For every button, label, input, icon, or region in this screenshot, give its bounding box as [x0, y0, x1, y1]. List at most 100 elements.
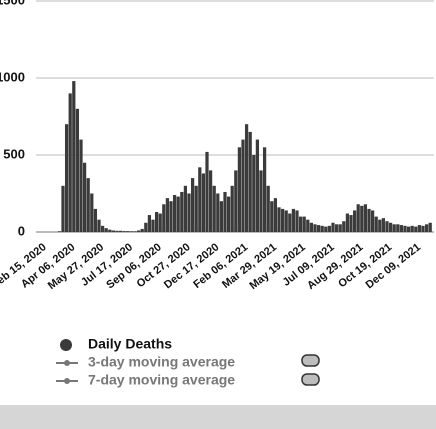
bar [248, 131, 252, 232]
bar [208, 170, 213, 232]
bar [82, 162, 87, 232]
bar [226, 196, 231, 232]
bar [342, 221, 346, 232]
bar [237, 147, 242, 232]
bar [165, 198, 170, 232]
bar [291, 208, 296, 232]
bar [169, 201, 173, 232]
bar [338, 224, 342, 232]
bar [212, 185, 216, 232]
bar [57, 231, 62, 232]
bar [190, 178, 195, 232]
bar [205, 151, 209, 232]
bar [154, 211, 159, 232]
bar [374, 216, 378, 232]
bar [241, 139, 245, 232]
bar [68, 93, 72, 233]
bar [122, 231, 126, 232]
bar [97, 219, 101, 232]
bar [255, 139, 260, 232]
bar [187, 193, 191, 232]
bar [234, 170, 238, 232]
bar [392, 224, 396, 232]
bar [252, 155, 256, 232]
bar [370, 210, 375, 232]
toggle[interactable] [301, 354, 320, 367]
bar [64, 124, 69, 232]
bar [399, 225, 404, 232]
bar [324, 226, 328, 232]
bar [421, 225, 425, 232]
bar [133, 231, 137, 232]
bar [223, 191, 227, 232]
bar [396, 224, 400, 232]
bar [280, 208, 285, 232]
bar [158, 213, 162, 232]
bar [100, 225, 105, 232]
bar [277, 207, 281, 232]
bar [108, 229, 112, 232]
bar [388, 222, 393, 232]
bar [406, 226, 411, 232]
bar [403, 225, 407, 232]
bar [79, 139, 83, 232]
bar [334, 224, 339, 232]
bar [327, 225, 332, 232]
bar [219, 201, 224, 232]
y-tick-label: 1000 [0, 69, 25, 84]
bar [144, 222, 148, 232]
bar [201, 173, 206, 232]
y-tick-label: 1500 [0, 0, 25, 7]
y-tick-label: 500 [3, 146, 25, 161]
bar [93, 208, 98, 232]
y-tick-label: 0 [18, 223, 25, 238]
bar [270, 201, 274, 232]
bar [316, 225, 321, 232]
bar [61, 185, 65, 232]
bar [313, 224, 317, 232]
bar [424, 224, 429, 232]
bar [273, 198, 278, 232]
bar [126, 231, 130, 232]
bar [183, 185, 188, 232]
bar [162, 204, 166, 232]
bar [262, 147, 267, 232]
bar [295, 210, 299, 232]
bar [75, 108, 80, 232]
bar [331, 222, 335, 232]
bar [259, 170, 263, 232]
bar [363, 204, 368, 232]
bar [111, 230, 116, 232]
bar [302, 216, 306, 232]
bar [288, 213, 292, 232]
bar [115, 230, 119, 232]
footer-bar [0, 405, 436, 429]
bar [298, 216, 303, 232]
legend-marker [64, 378, 70, 384]
bar [345, 213, 350, 232]
bar [417, 225, 422, 232]
bar [381, 218, 386, 232]
bar [244, 124, 249, 232]
bar [136, 230, 141, 232]
bar [320, 225, 324, 232]
bar [151, 219, 155, 232]
bar [176, 196, 180, 232]
bar [266, 185, 270, 232]
legend-marker [64, 360, 70, 366]
toggle[interactable] [301, 373, 320, 386]
legend-label[interactable]: 3-day moving average [88, 354, 235, 370]
bar [367, 208, 371, 232]
legend-label[interactable]: 7-day moving average [88, 372, 235, 388]
bar [129, 231, 134, 232]
legend-label[interactable]: Daily Deaths [88, 336, 172, 352]
bar [216, 193, 220, 232]
bar [360, 205, 364, 232]
bar [428, 222, 432, 232]
bar [306, 219, 310, 232]
bar [414, 226, 418, 232]
bar [147, 215, 152, 232]
bar [104, 228, 108, 232]
bar [90, 193, 94, 232]
bar [198, 167, 202, 232]
